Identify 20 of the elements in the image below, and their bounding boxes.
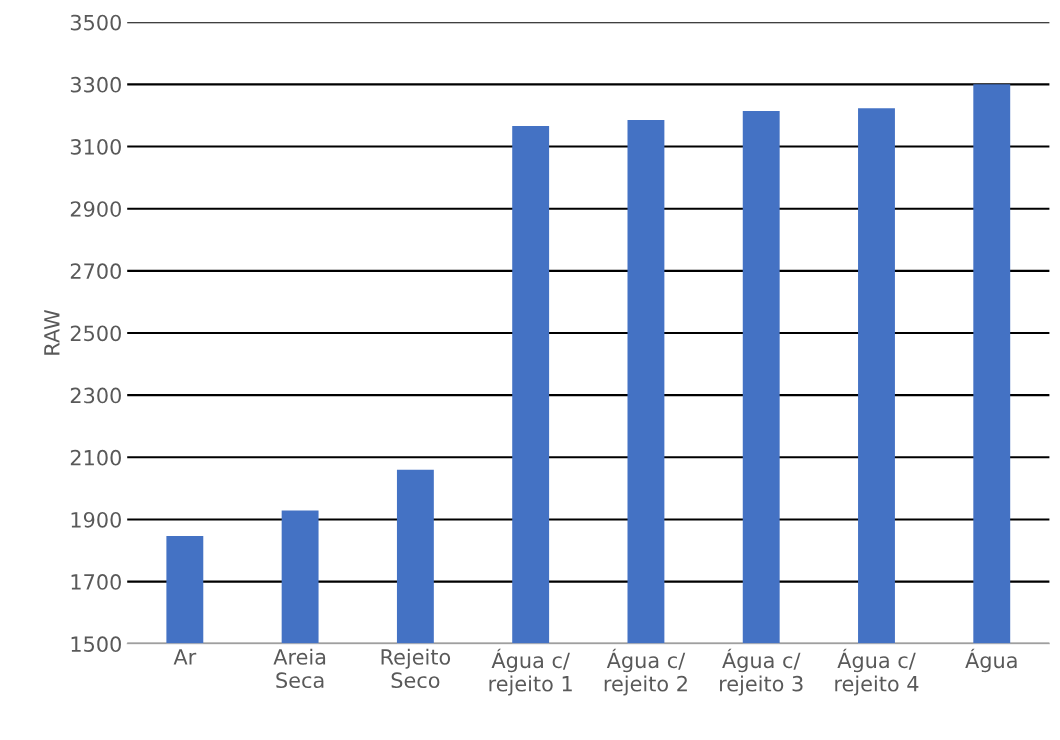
y-tick-label: 2900 [70,201,121,217]
y-axis-title: RAW [44,310,60,355]
y-tick-label: 1500 [71,636,121,653]
y-tick-label: 2100 [70,449,121,466]
y-tick-label: 3500 [70,14,121,31]
x-tick-label: Água c/ rejeito 2 [604,648,687,696]
x-tick-label: Ar [173,649,197,665]
y-tick-label: 2300 [70,387,121,404]
y-tick-label: 3300 [70,76,121,93]
y-tick-label: 3100 [70,138,121,155]
x-tick-label: Água c/ rejeito 3 [720,648,803,696]
x-tick-label: Rejeito Seco [381,648,451,689]
y-tick-label: 2500 [70,325,121,342]
x-tick-label: Areia Seca [273,648,326,689]
x-tick-label: Água c/ rejeito 1 [489,648,572,696]
x-tick-label: Água c/ rejeito 4 [835,648,919,696]
x-tick-label: Água [965,648,1017,673]
y-tick-label: 1700 [71,574,121,590]
y-tick-label: 1900 [71,511,121,528]
y-tick-label: 2700 [70,263,121,280]
